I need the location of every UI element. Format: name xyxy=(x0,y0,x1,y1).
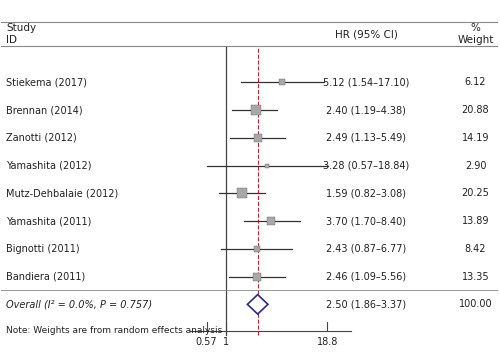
Text: 14.19: 14.19 xyxy=(462,133,489,143)
Text: 0.57: 0.57 xyxy=(196,337,218,347)
Text: Stiekema (2017): Stiekema (2017) xyxy=(6,77,87,87)
Text: Overall (I² = 0.0%, P = 0.757): Overall (I² = 0.0%, P = 0.757) xyxy=(6,299,152,309)
Text: Brennan (2014): Brennan (2014) xyxy=(6,105,83,115)
Text: 2.49 (1.13–5.49): 2.49 (1.13–5.49) xyxy=(326,133,406,143)
Text: Bignotti (2011): Bignotti (2011) xyxy=(6,244,80,254)
Text: Yamashita (2011): Yamashita (2011) xyxy=(6,216,91,226)
Text: Study
ID: Study ID xyxy=(6,23,36,45)
Text: 18.8: 18.8 xyxy=(316,337,338,347)
Text: 2.46 (1.09–5.56): 2.46 (1.09–5.56) xyxy=(326,272,406,282)
Text: 13.35: 13.35 xyxy=(462,272,489,282)
Text: 3.28 (0.57–18.84): 3.28 (0.57–18.84) xyxy=(323,161,410,171)
Text: 3.70 (1.70–8.40): 3.70 (1.70–8.40) xyxy=(326,216,406,226)
Text: 13.89: 13.89 xyxy=(462,216,489,226)
Text: 2.90: 2.90 xyxy=(465,161,486,171)
Text: Mutz-Dehbalaie (2012): Mutz-Dehbalaie (2012) xyxy=(6,188,118,199)
Text: 2.40 (1.19–4.38): 2.40 (1.19–4.38) xyxy=(326,105,406,115)
Text: 1.59 (0.82–3.08): 1.59 (0.82–3.08) xyxy=(326,188,406,199)
Text: %
Weight: % Weight xyxy=(458,23,494,45)
Text: Note: Weights are from random effects analysis: Note: Weights are from random effects an… xyxy=(6,326,222,335)
Text: Bandiera (2011): Bandiera (2011) xyxy=(6,272,86,282)
Text: 8.42: 8.42 xyxy=(465,244,486,254)
Text: 20.88: 20.88 xyxy=(462,105,489,115)
Text: 20.25: 20.25 xyxy=(462,188,489,199)
Text: HR (95% CI): HR (95% CI) xyxy=(335,29,398,39)
Text: 100.00: 100.00 xyxy=(458,299,492,309)
Text: Zanotti (2012): Zanotti (2012) xyxy=(6,133,77,143)
Polygon shape xyxy=(248,295,268,314)
Text: 1: 1 xyxy=(223,337,229,347)
Text: 6.12: 6.12 xyxy=(465,77,486,87)
Text: 2.50 (1.86–3.37): 2.50 (1.86–3.37) xyxy=(326,299,406,309)
Text: 2.43 (0.87–6.77): 2.43 (0.87–6.77) xyxy=(326,244,406,254)
Text: Yamashita (2012): Yamashita (2012) xyxy=(6,161,92,171)
Text: 5.12 (1.54–17.10): 5.12 (1.54–17.10) xyxy=(323,77,410,87)
